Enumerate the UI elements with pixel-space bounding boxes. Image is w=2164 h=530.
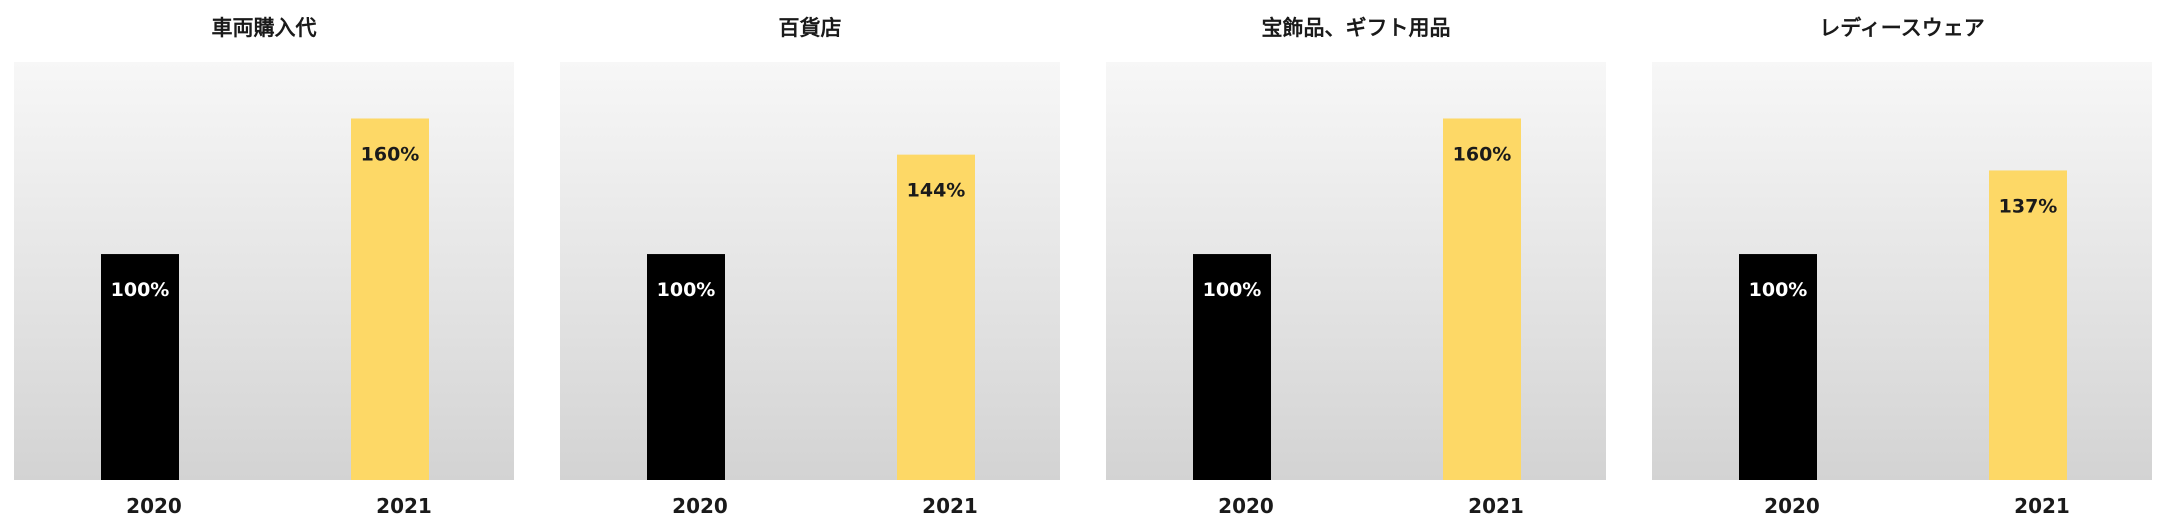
plot-area: 100% 144% [560, 62, 1060, 480]
x-tick-label: 2021 [2014, 494, 2070, 518]
x-tick-label: 2020 [672, 494, 728, 518]
data-label: 100% [657, 279, 716, 301]
bar-svg: 100% 137% [1739, 170, 2067, 481]
plot-area: 100% 160% [1106, 62, 1606, 480]
x-tick-label: 2021 [922, 494, 978, 518]
chart-title: 宝飾品、ギフト用品 [1261, 16, 1451, 40]
x-tick-label: 2020 [1218, 494, 1274, 518]
data-label: 144% [907, 180, 966, 202]
bar-2020 [1739, 254, 1817, 480]
bar-2020 [101, 254, 179, 480]
bar-2020 [647, 254, 725, 480]
chart-title: 車両購入代 [211, 16, 317, 40]
data-label: 137% [1999, 195, 2058, 217]
data-label: 100% [111, 279, 170, 301]
chart-panel-1: 車両購入代 100% 160% 2020 2021 [14, 0, 514, 530]
data-label: 100% [1749, 279, 1808, 301]
bar-2020 [1193, 254, 1271, 480]
bar-svg: 100% 144% [647, 154, 975, 480]
x-tick-label: 2020 [1764, 494, 1820, 518]
bar-2021 [1443, 118, 1521, 480]
bar-2021 [897, 154, 975, 480]
bar-2021 [351, 118, 429, 480]
bar-svg: 100% 160% [1193, 118, 1521, 480]
data-label: 100% [1203, 279, 1262, 301]
plot-area: 100% 160% [14, 62, 514, 480]
data-label: 160% [1453, 143, 1512, 165]
plot-area: 100% 137% [1652, 62, 2152, 481]
x-tick-label: 2021 [376, 494, 432, 518]
x-tick-label: 2020 [126, 494, 182, 518]
bar-2021 [1989, 170, 2067, 481]
chart-panel-4: レディースウェア 100% 137% 2020 2021 [1652, 0, 2152, 530]
chart-title: 百貨店 [778, 16, 842, 40]
x-tick-label: 2021 [1468, 494, 1524, 518]
bar-svg: 100% 160% [101, 118, 429, 480]
data-label: 160% [361, 143, 420, 165]
chart-title: レディースウェア [1819, 16, 1985, 40]
chart-panel-2: 百貨店 100% 144% 2020 2021 [560, 0, 1060, 530]
chart-panel-3: 宝飾品、ギフト用品 100% 160% 2020 2021 [1106, 0, 1606, 530]
